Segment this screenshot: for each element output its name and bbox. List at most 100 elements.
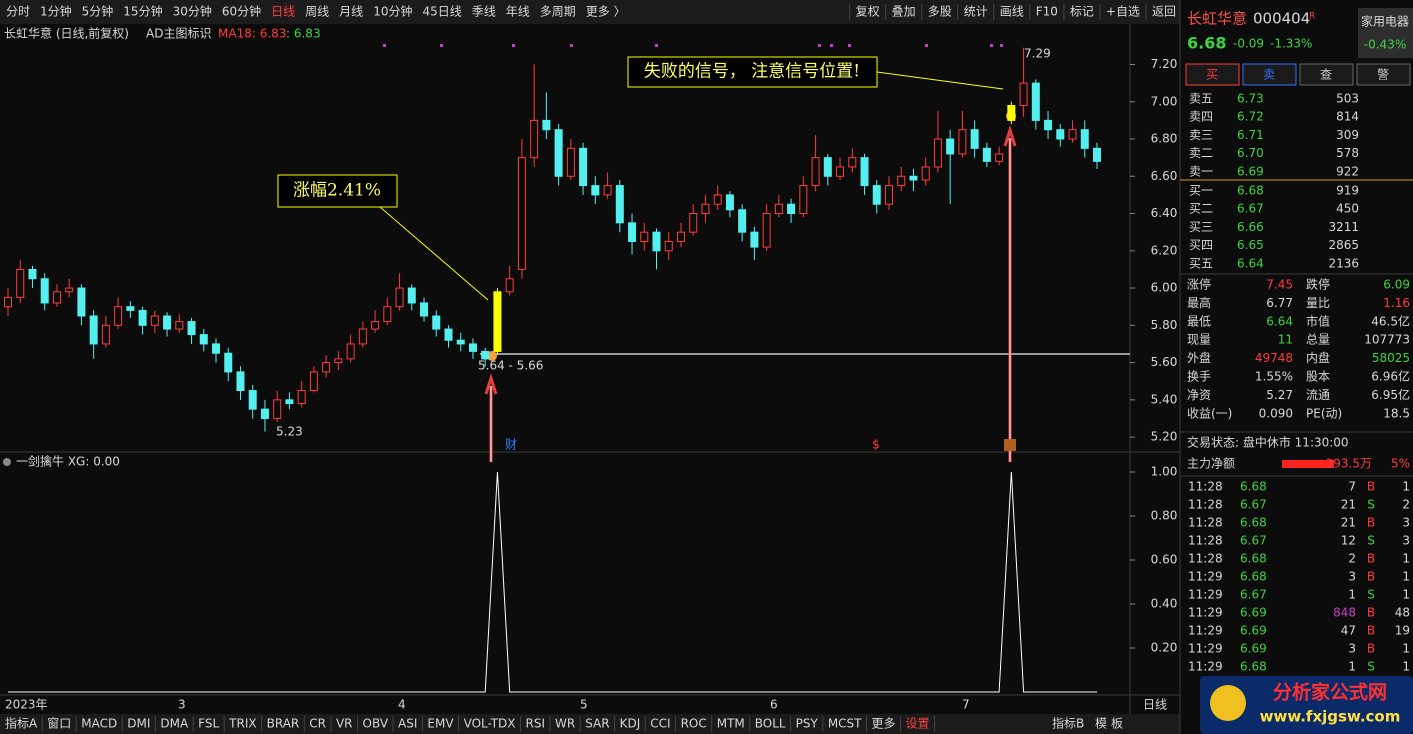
book-level: 买四 (1189, 238, 1213, 252)
indicator-tab[interactable]: PSY (796, 717, 819, 731)
indicator-tab[interactable]: VR (336, 717, 353, 731)
candle-body (89, 315, 98, 345)
stat-cell: 总量 (1306, 333, 1330, 347)
trade-button[interactable] (1185, 63, 1240, 86)
period-tab[interactable]: 周线 (305, 5, 329, 19)
trade-button-label[interactable]: 买 (1206, 68, 1218, 82)
indicator-tab[interactable]: 板 (1111, 717, 1123, 731)
period-tab[interactable]: 分时 (6, 5, 30, 19)
book-level: 买一 (1189, 184, 1213, 198)
trade-button[interactable] (1356, 63, 1411, 86)
book-price: 6.67 (1237, 202, 1264, 216)
tool-button[interactable]: 画线 (1000, 5, 1024, 19)
tool-button[interactable]: +自选 (1106, 5, 1140, 19)
indicator-tab[interactable]: CR (309, 717, 326, 731)
indicator-tab[interactable]: BRAR (267, 717, 300, 731)
period-tab[interactable]: 45日线 (422, 5, 461, 19)
tool-button[interactable]: 复权 (856, 5, 880, 19)
indicator-tab[interactable]: RSI (526, 717, 546, 731)
indicator-tab[interactable]: OBV (363, 717, 389, 731)
indicator-tab[interactable]: WR (555, 717, 575, 731)
trade-status: 交易状态: 盘中休市 11:30:00 (1187, 435, 1349, 450)
candle-body (212, 343, 221, 354)
tool-button[interactable]: 返回 (1152, 5, 1176, 19)
tick-price: 6.69 (1240, 606, 1267, 620)
candle-body (725, 194, 734, 211)
candle-body (603, 185, 612, 196)
tick-side: B (1367, 552, 1375, 566)
indicator-tab[interactable]: 设置 (906, 717, 930, 731)
indicator-tab[interactable]: MTM (717, 717, 745, 731)
candle-body (946, 138, 955, 155)
candle-body (713, 194, 722, 205)
stat-cell: 7.45 (1266, 278, 1293, 292)
x-tick-label: 3 (178, 698, 186, 712)
indicator-tab[interactable]: FSL (198, 717, 219, 731)
indicator-tab[interactable]: 指标B (1052, 716, 1084, 731)
trade-button-label[interactable]: 查 (1320, 68, 1332, 82)
indicator-tab[interactable]: 窗口 (47, 717, 71, 731)
indicator-tab[interactable]: DMA (160, 717, 189, 731)
indicator-tab[interactable]: MCST (828, 717, 862, 731)
indicator-tab[interactable]: TRIX (228, 717, 256, 731)
y-tick-label: 5.20 (1151, 430, 1178, 444)
indicator-tab[interactable]: MACD (81, 717, 117, 731)
candle-body (738, 209, 747, 233)
book-volume: 2136 (1328, 256, 1359, 270)
indicator-tab[interactable]: 模 (1095, 717, 1107, 731)
tool-button[interactable]: F10 (1036, 5, 1058, 19)
indicator-tab[interactable]: 更多 (872, 717, 896, 731)
candle-body (150, 315, 159, 326)
stat-cell: 量比 (1306, 296, 1330, 310)
tick-price: 6.67 (1240, 588, 1267, 602)
indicator-tab[interactable]: BOLL (755, 717, 786, 731)
period-tab[interactable]: 1分钟 (40, 4, 72, 19)
candle-body (970, 129, 979, 149)
stat-cell: 净资 (1187, 388, 1211, 402)
period-tab[interactable]: 15分钟 (123, 4, 162, 19)
tool-button[interactable]: 统计 (964, 5, 988, 19)
indicator-tab[interactable]: ROC (681, 717, 707, 731)
tick-price: 6.69 (1240, 642, 1267, 656)
period-tab[interactable]: 季线 (472, 5, 496, 19)
trade-button[interactable] (1299, 63, 1354, 86)
y-tick-label: 6.00 (1151, 281, 1178, 295)
period-tab[interactable]: 10分钟 (373, 4, 412, 19)
indicator-tab[interactable]: VOL-TDX (464, 717, 516, 731)
candle-body (517, 157, 526, 270)
period-tab[interactable]: 30分钟 (173, 4, 212, 19)
stat-cell: 市值 (1306, 313, 1330, 328)
tick-volume: 848 (1333, 606, 1356, 620)
trade-button-label[interactable]: 警 (1377, 67, 1389, 82)
indicator-tab[interactable]: 指标A (5, 716, 38, 731)
indicator-tab[interactable]: CCI (650, 717, 670, 731)
tool-button[interactable]: 标记 (1070, 5, 1094, 19)
tool-button[interactable]: 叠加 (892, 5, 916, 19)
indicator-tab[interactable]: EMV (427, 717, 454, 731)
indicator-tab[interactable]: ASI (398, 717, 417, 731)
tick-time: 11:28 (1188, 480, 1223, 494)
tick-count: 3 (1402, 516, 1410, 530)
period-tab[interactable]: 更多 〉 (586, 5, 626, 19)
signal-arrow-core (490, 138, 1011, 462)
candle-body (872, 185, 881, 205)
period-tab[interactable]: 年线 (506, 5, 530, 19)
period-tab[interactable]: 日线 (271, 5, 295, 19)
y-tick-label: 6.60 (1151, 169, 1178, 183)
indicator-tab[interactable]: SAR (585, 717, 609, 731)
period-tab[interactable]: 月线 (339, 5, 363, 19)
period-tab[interactable]: 5分钟 (82, 4, 114, 19)
trade-button-label[interactable]: 卖 (1263, 68, 1275, 82)
tick-volume: 7 (1348, 480, 1356, 494)
candle-body (199, 334, 208, 345)
tool-button[interactable]: 多股 (928, 5, 952, 19)
indicator-tab[interactable]: DMI (127, 717, 150, 731)
period-tab[interactable]: 多周期 (540, 5, 576, 19)
candle-body (1044, 119, 1053, 131)
indicator-tab[interactable]: KDJ (620, 717, 641, 731)
candle-body (591, 185, 600, 196)
trade-button[interactable] (1242, 63, 1297, 86)
y-tick-label: 0.40 (1151, 597, 1178, 611)
period-tab[interactable]: 60分钟 (222, 4, 261, 19)
x-tick-label: 2023年 (5, 698, 48, 712)
